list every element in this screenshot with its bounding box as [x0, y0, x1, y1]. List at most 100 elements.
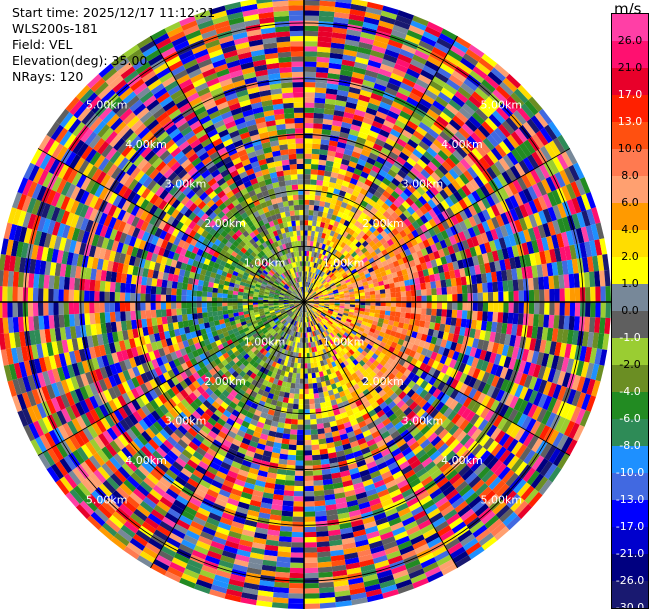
velocity-gate [308, 271, 311, 277]
velocity-gate [495, 214, 505, 227]
velocity-gate [315, 226, 320, 232]
velocity-gate [390, 267, 397, 274]
velocity-gate [314, 398, 320, 404]
velocity-gate [482, 282, 488, 293]
velocity-gate [304, 87, 316, 93]
velocity-gate [420, 314, 427, 322]
velocity-gate [401, 106, 414, 116]
velocity-gate [338, 291, 344, 295]
velocity-gate [344, 306, 350, 310]
velocity-gate [348, 248, 355, 255]
velocity-gate [314, 287, 320, 292]
velocity-gate [590, 286, 596, 302]
velocity-gate [605, 302, 611, 319]
velocity-gate [349, 306, 355, 310]
velocity-gate [328, 140, 338, 147]
velocity-gate [538, 276, 545, 290]
velocity-gate [435, 257, 443, 267]
velocity-gate [552, 369, 561, 385]
velocity-gate [289, 583, 304, 589]
velocity-gate [543, 314, 550, 328]
velocity-gate [463, 207, 473, 219]
velocity-gate [576, 376, 586, 393]
velocity-gate [538, 314, 545, 328]
velocity-gate [399, 82, 414, 93]
velocity-gate [324, 262, 330, 268]
velocity-gate [395, 91, 409, 102]
velocity-gate [553, 315, 560, 329]
velocity-gate [298, 399, 304, 405]
velocity-gate [322, 118, 333, 126]
velocity-gate [372, 222, 380, 230]
velocity-gate [589, 317, 596, 333]
velocity-gate [335, 199, 343, 207]
velocity-gate [455, 176, 466, 188]
velocity-gate [418, 339, 426, 348]
velocity-gate [307, 363, 311, 369]
velocity-gate [420, 168, 431, 179]
velocity-gate [423, 254, 431, 263]
velocity-gate [367, 279, 374, 285]
velocity-gate [498, 291, 504, 302]
velocity-gate [474, 245, 482, 256]
velocity-gate [423, 230, 432, 240]
velocity-gate [430, 315, 437, 323]
velocity-gate [391, 146, 402, 157]
velocity-gate [308, 378, 313, 384]
velocity-gate [350, 279, 357, 284]
velocity-gate [508, 302, 514, 313]
velocity-gate [529, 253, 537, 266]
velocity-gate [486, 150, 499, 164]
velocity-gate [329, 219, 336, 226]
velocity-gate [318, 26, 333, 33]
velocity-gate [459, 142, 472, 155]
velocity-gate [328, 308, 334, 312]
velocity-gate [371, 214, 380, 223]
velocity-gate [549, 341, 557, 356]
velocity-gate [495, 226, 504, 239]
velocity-gate [330, 274, 336, 280]
velocity-gate [479, 263, 486, 274]
velocity-gate [506, 151, 519, 166]
velocity-gate [597, 254, 605, 271]
velocity-gate [308, 210, 314, 216]
velocity-gate [438, 33, 455, 45]
velocity-gate [305, 261, 309, 267]
velocity-gate [394, 207, 403, 217]
velocity-gate [456, 146, 468, 159]
velocity-gate [360, 274, 367, 280]
velocity-gate [511, 346, 520, 359]
velocity-gate [511, 268, 518, 281]
velocity-gate [531, 350, 540, 365]
velocity-gate [434, 168, 445, 179]
velocity-gate [504, 223, 514, 236]
velocity-gate [368, 186, 377, 195]
velocity-gate [421, 93, 435, 105]
velocity-gate [309, 403, 316, 410]
velocity-gate [345, 260, 352, 267]
velocity-gate [508, 357, 517, 370]
velocity-gate [366, 322, 373, 328]
velocity-gate [291, 526, 304, 533]
velocity-gate [541, 178, 552, 194]
velocity-gate [311, 225, 316, 232]
velocity-gate [437, 264, 445, 274]
velocity-gate [327, 208, 334, 215]
velocity-gate [304, 61, 317, 67]
velocity-gate [307, 261, 311, 267]
velocity-gate [552, 219, 561, 235]
velocity-gate [306, 358, 311, 364]
velocity-gate [469, 265, 476, 276]
velocity-gate [304, 480, 314, 487]
velocity-gate [319, 0, 336, 2]
velocity-gate [362, 281, 369, 287]
velocity-gate [439, 239, 448, 249]
velocity-gate [320, 139, 330, 146]
velocity-gate [334, 264, 341, 270]
velocity-gate [353, 114, 365, 122]
velocity-gate [426, 146, 438, 158]
velocity-gate [334, 6, 351, 14]
velocity-gate [410, 87, 425, 99]
velocity-gate [493, 238, 502, 251]
velocity-gate [337, 211, 344, 218]
